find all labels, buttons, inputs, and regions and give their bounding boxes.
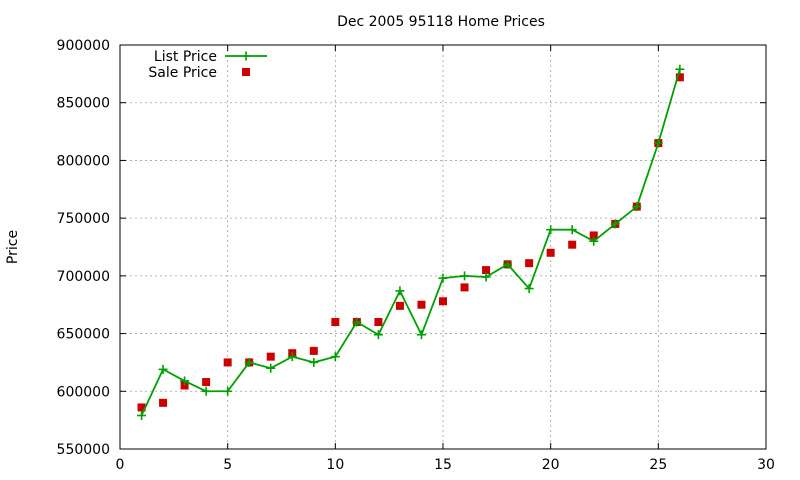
- legend-marker: [242, 68, 250, 76]
- data-point: [374, 318, 383, 327]
- data-point: [395, 286, 405, 296]
- data-point: [482, 266, 491, 275]
- data-point: [460, 271, 470, 281]
- data-point: [438, 273, 448, 283]
- data-point: [481, 272, 491, 282]
- data-point: [373, 330, 383, 340]
- legend-key: [242, 68, 250, 76]
- data-point: [567, 225, 577, 235]
- series-sale-price: [137, 73, 684, 412]
- x-tick-label: 0: [116, 457, 125, 473]
- data-point: [460, 283, 469, 292]
- legend-label: List Price: [154, 49, 217, 65]
- data-point: [524, 284, 534, 294]
- data-point: [223, 358, 232, 367]
- data-point: [632, 202, 642, 212]
- y-tick-label: 700000: [57, 269, 110, 285]
- data-point: [568, 240, 577, 249]
- data-point: [180, 381, 189, 390]
- x-tick-label: 10: [326, 457, 344, 473]
- data-point: [439, 297, 447, 306]
- legend-label: Sale Price: [148, 65, 217, 81]
- series-list-price: [137, 64, 685, 421]
- series-line: [140, 68, 681, 416]
- data-point: [309, 346, 318, 355]
- legend-key: [225, 51, 267, 61]
- data-point: [309, 357, 319, 367]
- data-point: [330, 352, 340, 362]
- y-tick-label: 750000: [57, 211, 110, 227]
- x-tick-label: 15: [434, 457, 452, 473]
- data-point: [180, 376, 190, 386]
- data-point: [653, 138, 663, 148]
- data-point: [503, 259, 513, 269]
- y-tick-label: 600000: [57, 384, 110, 400]
- data-point: [589, 236, 599, 246]
- data-point: [137, 403, 146, 412]
- y-tick-label: 850000: [57, 96, 110, 112]
- y-tick-label: 550000: [57, 442, 110, 458]
- grid: [120, 45, 766, 449]
- data-point: [525, 259, 534, 268]
- data-point: [395, 301, 404, 310]
- y-axis-label: Price: [5, 230, 21, 264]
- data-point: [416, 330, 426, 340]
- data-point: [202, 378, 211, 387]
- data-point: [244, 357, 254, 367]
- data-point: [158, 364, 168, 374]
- data-point: [137, 411, 147, 421]
- y-tick-label: 650000: [57, 327, 110, 343]
- data-point: [331, 318, 340, 327]
- plot-frame: [119, 44, 767, 450]
- data-point: [546, 248, 555, 257]
- data-point: [589, 231, 598, 240]
- legend-marker: [241, 51, 251, 61]
- data-point: [266, 352, 275, 361]
- data-point: [223, 386, 233, 396]
- x-tick-label: 5: [223, 457, 232, 473]
- data-point: [201, 386, 211, 396]
- data-point: [287, 352, 297, 362]
- x-tick-label: 30: [757, 457, 775, 473]
- x-tick-label: 20: [542, 457, 560, 473]
- axis-ticks: 0 5 10 15 20 25 30 550000 600000 650000 700000 7500…: [57, 38, 775, 473]
- data-point: [266, 363, 276, 373]
- data-point: [352, 317, 362, 327]
- y-tick-label: 900000: [57, 38, 110, 54]
- data-point: [417, 300, 426, 309]
- x-tick-label: 25: [649, 457, 667, 473]
- data-point: [675, 64, 685, 74]
- y-tick-label: 800000: [57, 153, 110, 169]
- chart-title: Dec 2005 95118 Home Prices: [337, 14, 545, 30]
- data-point: [546, 225, 556, 235]
- series-group: [137, 64, 685, 421]
- data-point: [675, 73, 684, 82]
- data-point: [159, 398, 168, 407]
- data-point: [610, 219, 620, 229]
